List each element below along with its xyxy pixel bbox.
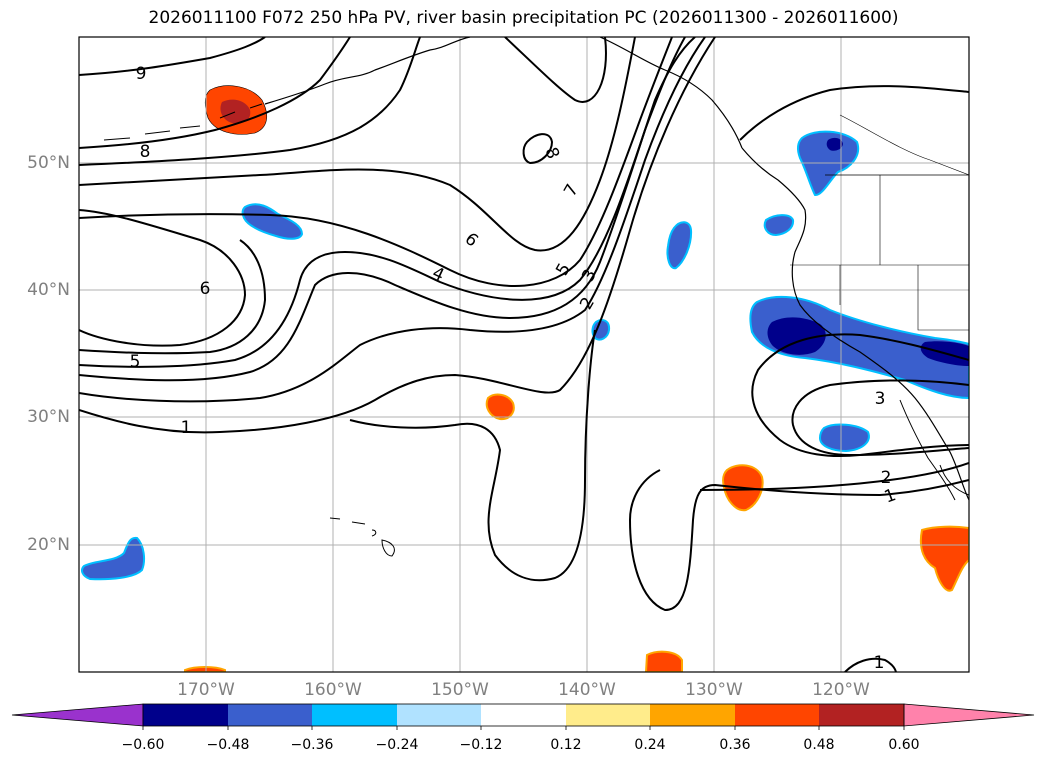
contour-label: 3 — [875, 389, 886, 409]
lon-label: 120°W — [812, 680, 870, 700]
colorbar-segment — [11, 703, 144, 727]
lon-label: 170°W — [177, 680, 235, 700]
pv-contour-8 — [79, 37, 351, 149]
state-border — [790, 175, 969, 331]
lat-label: 40°N — [27, 280, 70, 300]
hawaii-islands — [329, 517, 395, 557]
precip-positive-core — [220, 99, 251, 124]
colorbar-segment — [143, 704, 228, 726]
contour-label: 5 — [552, 260, 575, 279]
lon-label: 160°W — [304, 680, 362, 700]
colorbar-segment — [903, 703, 1035, 727]
pv-contours — [79, 37, 969, 672]
contour-label: 4 — [429, 263, 447, 286]
colorbar-tick-label: 0.24 — [634, 737, 666, 753]
pv-contour-3 — [79, 37, 696, 382]
contour-label: 7 — [560, 181, 583, 200]
pv-contour-6 — [79, 37, 636, 252]
precip-negative-core — [767, 317, 826, 355]
pv-contour-1-ridge — [628, 469, 969, 612]
precip-negative-region — [81, 536, 146, 581]
pv-contour-1-trough — [349, 329, 596, 582]
colorbar-tick-label: −0.12 — [459, 737, 503, 753]
precip-negative-region — [818, 423, 870, 453]
colorbar-tick-label: −0.48 — [206, 737, 250, 753]
lon-label: 130°W — [685, 680, 743, 700]
pv-contour-4 — [79, 37, 686, 368]
lon-label: 150°W — [431, 680, 489, 700]
precip-shading — [81, 85, 969, 672]
colorbar-segment — [566, 704, 650, 726]
colorbar-segment — [819, 704, 904, 726]
contour-label: 6 — [461, 229, 482, 251]
pv-contour-7 — [79, 37, 421, 166]
precip-negative-region — [591, 319, 611, 341]
pv-contour-5b — [79, 239, 267, 355]
aleutian-islands — [103, 103, 263, 141]
contour-label: 6 — [200, 279, 211, 299]
bc-coast — [741, 147, 969, 501]
pv-contour-2-southeast — [699, 462, 969, 491]
precip-positive-region — [919, 525, 969, 592]
colorbar-frame — [142, 703, 905, 727]
colorbar-tick-label: −0.36 — [290, 737, 334, 753]
precip-negative-region — [763, 214, 795, 237]
pv-contour-5 — [79, 37, 673, 287]
contour-label: 2 — [881, 468, 892, 488]
colorbar-tick-label: 0.48 — [803, 737, 835, 753]
colorbar-segment — [228, 704, 312, 726]
contour-label: 8 — [140, 142, 151, 162]
precip-negative-region — [241, 203, 304, 240]
precip-negative-region — [666, 221, 693, 270]
lat-label: 50°N — [27, 153, 70, 173]
contour-label: 1 — [874, 653, 885, 673]
colorbar-tick-label: 0.12 — [550, 737, 582, 753]
contour-label: 5 — [130, 352, 141, 372]
pv-contour-2 — [79, 37, 706, 403]
contour-label: 9 — [136, 64, 147, 84]
contour-label: 8 — [540, 145, 562, 162]
contour-label: 1 — [882, 485, 899, 507]
contour-label: 1 — [181, 418, 192, 438]
colorbar-tick-label: 0.60 — [888, 737, 920, 753]
pv-contour-3-low — [751, 333, 969, 458]
colorbar-segment — [312, 704, 397, 726]
colorbar-segment — [735, 704, 819, 726]
colorbar-tick-label: 0.36 — [719, 737, 751, 753]
colorbar-segment — [481, 704, 566, 726]
pv-contour-ridge-north — [739, 85, 969, 141]
pv-contour-7b — [504, 37, 607, 103]
alaska-canada-border — [839, 114, 969, 176]
precip-positive-region — [184, 666, 226, 672]
pv-contour-1 — [79, 37, 716, 434]
precip-negative-core — [826, 137, 843, 151]
lat-label: 30°N — [27, 407, 70, 427]
map-frame — [78, 36, 970, 673]
alaska-coastline — [264, 37, 471, 105]
pv-contour-1-bottom — [844, 657, 897, 672]
colorbar-tick-label: −0.60 — [121, 737, 165, 753]
pv-contour-8-closed — [522, 133, 554, 165]
lat-label: 20°N — [27, 535, 70, 555]
gulf-of-alaska-coast — [599, 37, 743, 149]
precip-positive-region — [485, 393, 515, 421]
gridlines — [79, 37, 969, 672]
contour-label: 2 — [576, 294, 599, 313]
colorbar-segment — [397, 704, 481, 726]
colorbar-segment — [650, 704, 735, 726]
precip-positive-region — [644, 650, 683, 672]
colorbar-tick-label: −0.24 — [375, 737, 419, 753]
plot-title: 2026011100 F072 250 hPa PV, river basin … — [148, 8, 899, 28]
pv-contour-9 — [79, 37, 266, 76]
colorbar — [11, 703, 1035, 730]
pv-contour-2-low — [791, 379, 969, 457]
contour-labels: 9 8 8 7 6 4 6 5 3 2 5 1 3 2 1 1 — [130, 64, 899, 673]
lon-label: 140°W — [558, 680, 616, 700]
pv-contour-6b — [79, 209, 247, 347]
